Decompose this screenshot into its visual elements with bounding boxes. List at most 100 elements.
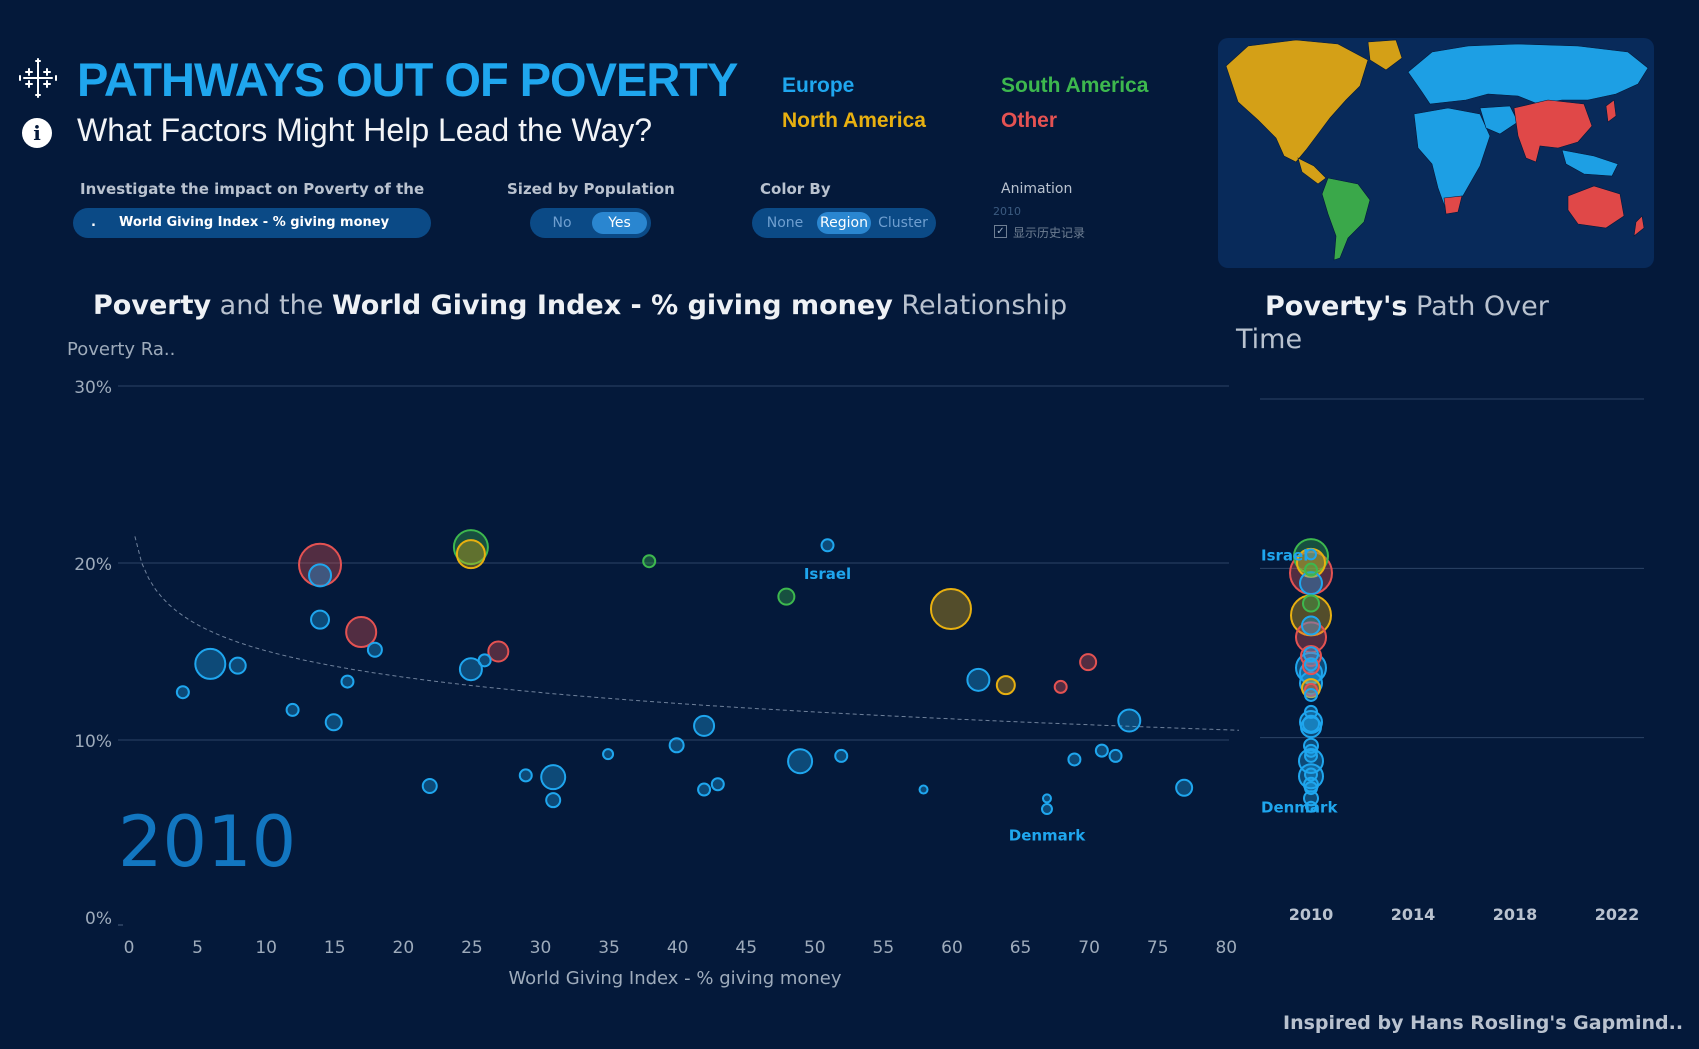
x-tick-label: 35 (598, 938, 620, 958)
animation-year[interactable]: 2010 (993, 205, 1021, 218)
show-history-label[interactable]: 显示历史记录 (1013, 226, 1086, 240)
data-point (1304, 657, 1318, 672)
main-chart-title: Poverty and the World Giving Index - % g… (93, 290, 1067, 321)
data-point (1117, 708, 1142, 733)
x-tick-label: 55 (873, 938, 895, 958)
y-tick-label: 20% (74, 555, 112, 575)
data-point (455, 539, 486, 570)
data-point (820, 538, 835, 553)
data-point (995, 675, 1016, 696)
data-point (929, 588, 972, 631)
legend-item-north-america[interactable]: North America (782, 109, 926, 132)
data-point (966, 667, 991, 692)
data-point (545, 792, 562, 809)
data-point (310, 609, 331, 630)
x-tick-label: 10 (255, 938, 277, 958)
sized-option-yes[interactable]: Yes (592, 212, 647, 234)
point-annotation: Israel (1261, 546, 1308, 564)
map-region-southeast-asia (1561, 149, 1619, 177)
year-watermark: 2010 (118, 801, 296, 883)
measure-dropdown-dot: . (91, 215, 96, 230)
data-point (1175, 778, 1194, 797)
point-annotation: Israel (804, 565, 851, 583)
data-point (1299, 710, 1323, 735)
y-axis-title: Poverty Ra.. (67, 339, 175, 360)
side-chart-title-poverty: Poverty's (1265, 291, 1408, 322)
data-point (668, 737, 685, 754)
x-axis-title: World Giving Index - % giving money (508, 968, 841, 989)
map-region-europe-asia (1407, 43, 1649, 105)
data-point (710, 777, 725, 792)
data-point (518, 768, 533, 783)
x-tick-label: 2014 (1391, 905, 1436, 924)
data-point (340, 674, 355, 689)
map-region-china-india (1513, 99, 1593, 163)
x-tick-label: 25 (461, 938, 483, 958)
legend-item-other[interactable]: Other (1001, 109, 1058, 132)
data-point (1108, 748, 1123, 763)
data-point (787, 748, 814, 775)
x-tick-label: 2010 (1289, 905, 1334, 924)
sized-option-no[interactable]: No (552, 215, 572, 231)
world-map[interactable] (1218, 38, 1654, 268)
color-option-region[interactable]: Region (817, 212, 871, 234)
poverty-over-time-chart[interactable]: 2010 2014 2018 2022 Israel Denmark (1240, 330, 1699, 930)
y-tick-label: 0% (85, 909, 112, 929)
data-point (1303, 790, 1319, 807)
data-point (1302, 714, 1320, 733)
measure-label: Investigate the impact on Poverty of the (80, 180, 425, 198)
data-point (1305, 800, 1317, 813)
main-scatter-chart[interactable]: Poverty Ra.. 0% 10% 20% 30% 0 5 10 15 20 25 30 35 40 4… (0, 330, 1240, 1000)
data-point (228, 656, 247, 675)
measure-dropdown[interactable]: . World Giving Index - % giving money (73, 208, 431, 238)
data-point (458, 657, 483, 682)
data-point (642, 554, 657, 569)
data-point (1079, 653, 1098, 672)
color-by-toggle[interactable]: None Region Cluster (752, 208, 936, 238)
color-option-none[interactable]: None (766, 215, 804, 231)
data-point (918, 784, 929, 795)
data-point (1040, 803, 1053, 816)
data-point (366, 641, 383, 658)
color-by-label: Color By (760, 180, 831, 198)
main-chart-title-and: and the (211, 290, 332, 321)
sized-by-toggle[interactable]: No Yes (530, 208, 651, 238)
dashboard-subtitle: What Factors Might Help Lead the Way? (77, 112, 653, 148)
data-point (1301, 615, 1321, 636)
x-tick-label: 40 (667, 938, 689, 958)
map-region-australia (1567, 185, 1625, 229)
x-tick-label: 60 (941, 938, 963, 958)
x-tick-label: 80 (1215, 938, 1237, 958)
data-point (308, 563, 333, 588)
dashboard-title: PATHWAYS OUT OF POVERTY (77, 53, 738, 106)
x-tick-label: 0 (124, 938, 135, 958)
info-icon[interactable]: i (22, 118, 52, 148)
trend-line (134, 536, 1240, 731)
footer-credit: Inspired by Hans Rosling's Gapmind.. (1283, 1012, 1684, 1034)
x-tick-label: 2018 (1493, 905, 1538, 924)
side-chart-title: Poverty's Path Over Time (1236, 290, 1605, 356)
data-point (602, 748, 615, 761)
map-region-south-africa (1443, 195, 1463, 215)
data-point (693, 714, 716, 737)
map-region-greenland (1367, 39, 1403, 71)
show-history-checkbox[interactable]: ✓ (994, 225, 1007, 238)
x-tick-label: 5 (192, 938, 203, 958)
x-tick-label: 65 (1010, 938, 1032, 958)
legend-item-europe[interactable]: Europe (782, 74, 855, 97)
data-point (1304, 781, 1318, 796)
data-point (1041, 793, 1052, 804)
x-tick-label: 15 (324, 938, 346, 958)
sized-by-label: Sized by Population (507, 180, 675, 198)
y-tick-label: 10% (74, 732, 112, 752)
legend-item-south-america[interactable]: South America (1001, 74, 1149, 97)
data-point (194, 647, 227, 680)
data-point (834, 748, 849, 763)
color-option-cluster[interactable]: Cluster (878, 215, 928, 231)
data-point (285, 702, 300, 717)
data-point (175, 685, 190, 700)
data-point (1053, 679, 1068, 694)
x-tick-label: 50 (804, 938, 826, 958)
side-chart-title-path: Path Over (1407, 291, 1549, 322)
map-region-north-america (1225, 39, 1369, 163)
